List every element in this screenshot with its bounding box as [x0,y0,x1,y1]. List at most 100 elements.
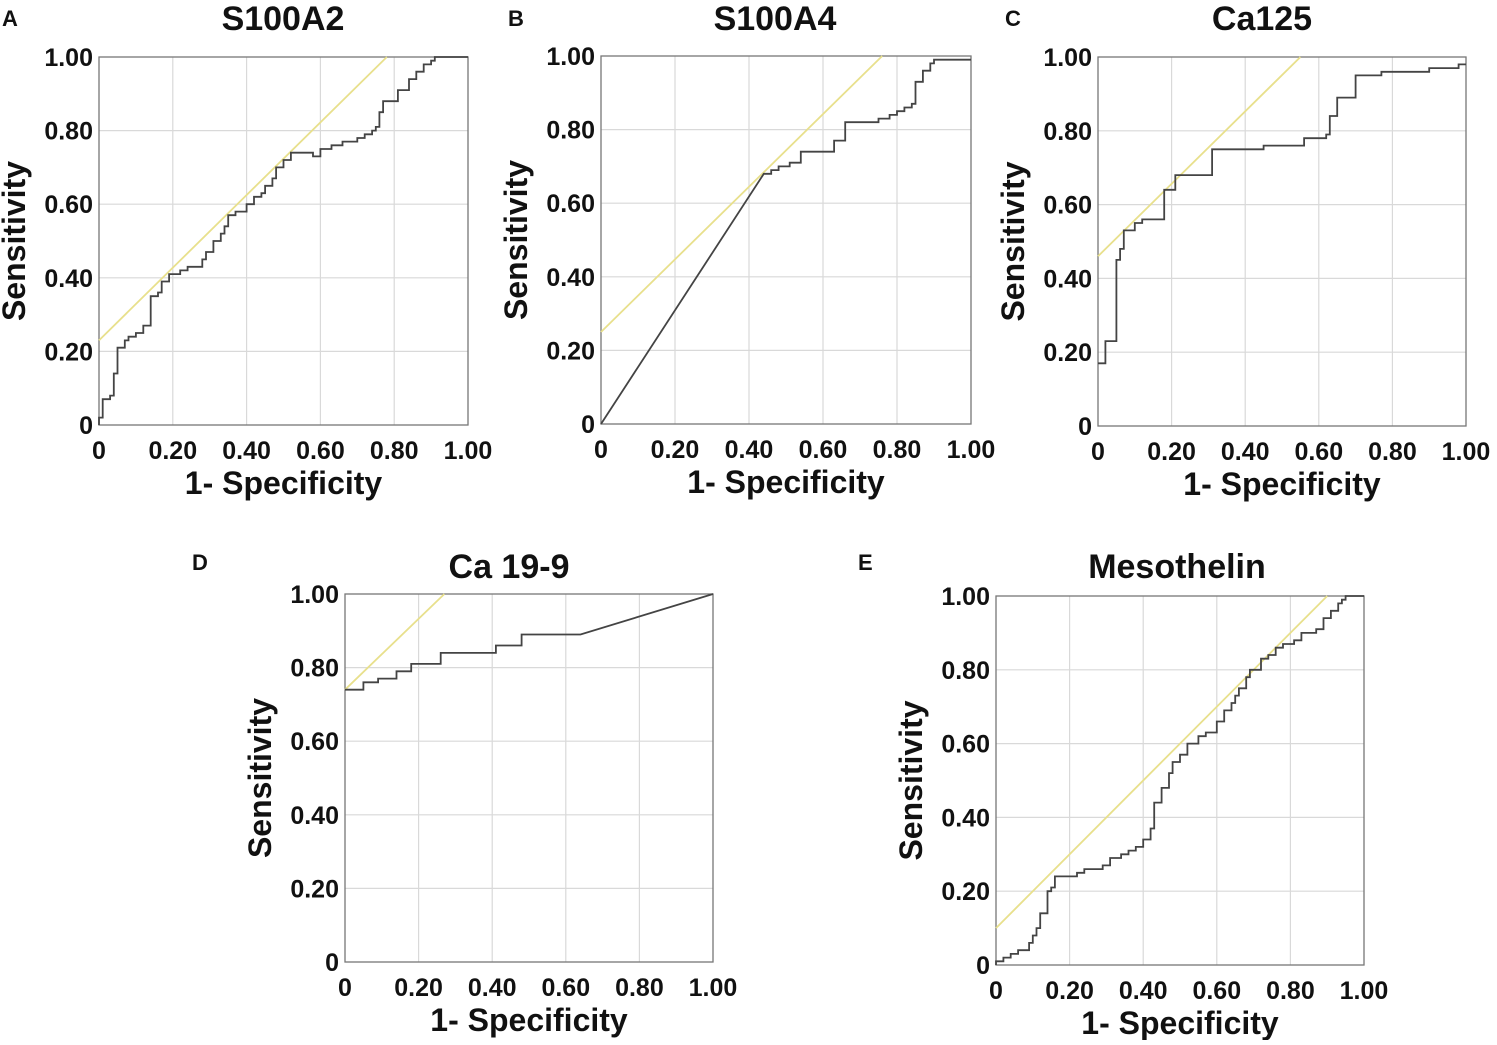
x-tick-label-c: 0 [1091,438,1105,466]
y-tick-label-c: 0.20 [1043,339,1092,367]
y-tick-label-e: 0.60 [941,731,990,759]
chart-title-e: Mesothelin [1088,548,1266,586]
y-tick-label-b: 1.00 [546,43,595,71]
chart-title-a: S100A2 [222,0,345,38]
x-tick-label-d: 0.20 [394,974,443,1002]
chart-panel-d: D Ca 19-9 0 0.20 0.40 0.60 0.80 1.00 0 0.20 0.40 0.… [192,548,737,1038]
roc-curve-d [345,593,714,691]
y-tick-label-e: 0.80 [941,657,990,685]
y-tick-label-c: 0 [1078,413,1092,441]
x-tick-label-b: 0.40 [725,436,774,464]
roc-curve-b [600,58,971,425]
reference-line-b [600,55,883,333]
y-tick-label-e: 1.00 [941,583,990,611]
reference-line-e [995,595,1328,929]
y-tick-label-d: 0 [325,949,339,977]
x-tick-label-a: 0.40 [222,437,271,465]
x-tick-label-d: 0.80 [615,974,664,1002]
y-tick-label-c: 0.80 [1043,118,1092,146]
x-tick-label-e: 0.20 [1045,977,1094,1005]
x-axis-label-b: 1- Specificity [687,464,885,500]
panel-letter-e: E [858,550,873,575]
y-tick-label-c: 0.60 [1043,192,1092,220]
y-axis-label-c: Sensitivity [995,161,1031,321]
y-tick-label-a: 0.80 [44,118,93,146]
roc-curve-a [98,56,468,425]
x-tick-label-e: 0.60 [1192,977,1241,1005]
y-tick-label-b: 0.80 [546,117,595,145]
x-tick-label-e: 0 [989,977,1003,1005]
x-tick-label-c: 0.40 [1221,438,1270,466]
reference-line-c [1097,56,1302,257]
x-tick-label-c: 0.20 [1147,438,1196,466]
x-tick-label-e: 1.00 [1340,977,1389,1005]
x-tick-label-d: 0 [338,974,352,1002]
chart-title-d: Ca 19-9 [449,548,570,586]
chart-title-b: S100A4 [714,0,837,38]
x-axis-label-a: 1- Specificity [185,465,383,501]
x-tick-label-b: 0.60 [799,436,848,464]
reference-line-a [98,56,388,342]
chart-title-c: Ca125 [1212,0,1312,38]
roc-curve-e [995,595,1364,965]
panel-letter-a: A [2,6,18,31]
x-axis-label-c: 1- Specificity [1183,466,1381,502]
panel-letter-b: B [508,6,524,31]
y-tick-label-e: 0.20 [941,878,990,906]
plot-frame-a [98,56,469,426]
x-tick-label-b: 0.20 [651,436,700,464]
y-tick-label-d: 0.80 [290,655,339,683]
y-tick-label-b: 0.20 [546,337,595,365]
x-tick-label-e: 0.40 [1119,977,1168,1005]
y-tick-label-c: 0.40 [1043,265,1092,293]
y-axis-label-e: Sensitivity [893,700,929,860]
y-tick-label-a: 0.40 [44,265,93,293]
x-tick-label-a: 0.80 [370,437,419,465]
x-tick-label-a: 0.20 [148,437,197,465]
y-tick-label-e: 0 [976,952,990,980]
y-tick-label-d: 0.60 [290,728,339,756]
x-axis-label-e: 1- Specificity [1081,1005,1279,1040]
x-axis-label-d: 1- Specificity [430,1002,628,1038]
panel-letter-d: D [192,550,208,575]
plot-frame-b [600,55,972,425]
roc-curve-c [1098,63,1466,365]
y-tick-label-a: 0 [79,412,93,440]
panel-letter-c: C [1005,6,1021,31]
plot-frame-c [1097,56,1467,427]
y-tick-label-b: 0 [581,411,595,439]
x-tick-label-b: 0 [594,436,608,464]
y-tick-label-a: 0.60 [44,191,93,219]
y-tick-label-d: 1.00 [290,581,339,609]
x-tick-label-d: 0.40 [468,974,517,1002]
x-tick-label-c: 0.80 [1368,438,1417,466]
chart-panel-e: E Mesothelin 0 0.20 0.40 0.60 0.80 1.00 0 0.20 0.4… [858,548,1389,1041]
y-tick-label-b: 0.60 [546,190,595,218]
x-tick-label-e: 0.80 [1266,977,1315,1005]
x-tick-label-c: 0.60 [1294,438,1343,466]
chart-panel-b: B S100A4 0 0.20 0.40 0.60 0.80 1.00 0 0.20 0.40 0.6… [498,0,995,500]
x-tick-label-b: 1.00 [947,436,996,464]
chart-panel-c: C Ca125 0 0.20 0.40 0.60 0.80 1.00 0 0.20 0.40 0.60… [995,0,1490,502]
x-tick-label-a: 0.60 [296,437,345,465]
chart-panel-a: A S100A2 0 0.20 0.40 0.60 0.80 1.00 0 0.20 0.40 0.6… [0,0,492,501]
y-axis-label-d: Sensitivity [242,698,278,858]
y-tick-label-d: 0.40 [290,802,339,830]
x-tick-label-a: 0 [92,437,106,465]
x-tick-label-d: 0.60 [541,974,590,1002]
y-tick-label-c: 1.00 [1043,44,1092,72]
y-tick-label-b: 0.40 [546,264,595,292]
plot-frame-d [344,593,714,963]
x-tick-label-b: 0.80 [873,436,922,464]
x-tick-label-c: 1.00 [1442,438,1491,466]
y-tick-label-a: 1.00 [44,44,93,72]
x-tick-label-a: 1.00 [444,437,493,465]
y-tick-label-a: 0.20 [44,338,93,366]
y-tick-label-d: 0.20 [290,875,339,903]
y-axis-label-b: Sensitivity [498,160,534,320]
reference-line-d [344,593,445,691]
y-tick-label-e: 0.40 [941,804,990,832]
x-tick-label-d: 1.00 [689,974,738,1002]
plot-frame-e [995,595,1365,966]
